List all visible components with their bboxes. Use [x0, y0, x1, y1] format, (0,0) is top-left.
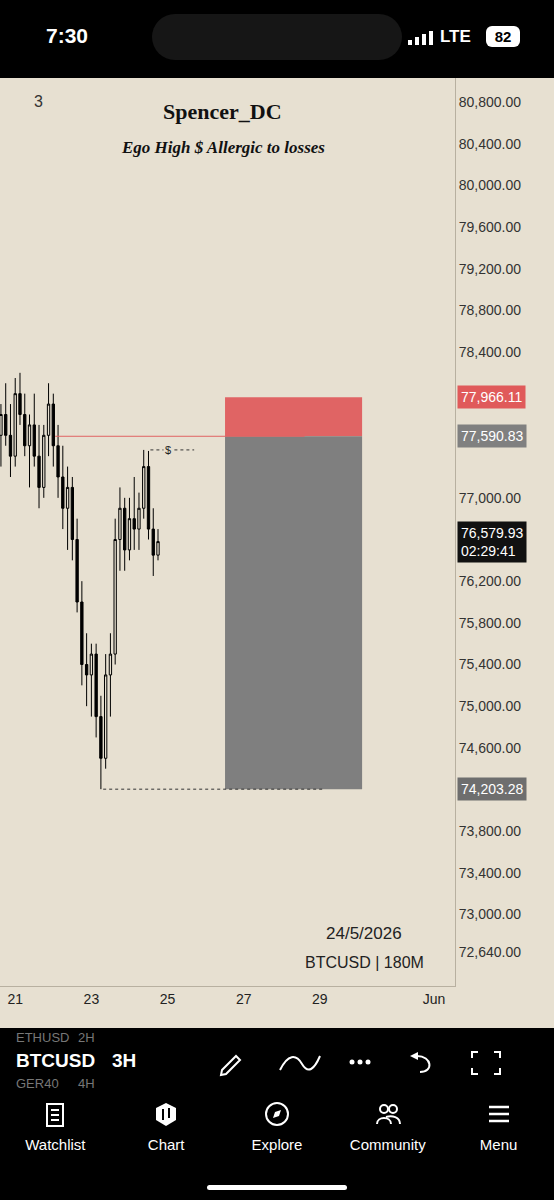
- svg-text:77,000.00: 77,000.00: [459, 490, 521, 506]
- svg-text:74,203.28: 74,203.28: [461, 781, 523, 797]
- svg-text:78,800.00: 78,800.00: [459, 302, 521, 318]
- svg-text:73,400.00: 73,400.00: [459, 865, 521, 881]
- svg-text:3: 3: [34, 93, 43, 110]
- svg-text:73,000.00: 73,000.00: [459, 906, 521, 922]
- svg-text:75,000.00: 75,000.00: [459, 698, 521, 714]
- html-text:GER40: GER40: [16, 1076, 59, 1091]
- svg-text:23: 23: [84, 991, 100, 1007]
- svg-text:72,640.00: 72,640.00: [459, 944, 521, 960]
- svg-text:Ego High $ Allergic to losses: Ego High $ Allergic to losses: [121, 138, 325, 157]
- svg-text:80,400.00: 80,400.00: [459, 136, 521, 152]
- html-text:LTE: LTE: [440, 27, 471, 46]
- svg-text:27: 27: [236, 991, 252, 1007]
- svg-text:21: 21: [7, 991, 23, 1007]
- html-text:4H: 4H: [78, 1076, 95, 1091]
- html-text:82: 82: [494, 28, 512, 45]
- html-text:Watchlist: Watchlist: [25, 1136, 86, 1153]
- svg-text:80,000.00: 80,000.00: [459, 177, 521, 193]
- svg-text:78,400.00: 78,400.00: [459, 344, 521, 360]
- svg-text:75,800.00: 75,800.00: [459, 615, 521, 631]
- svg-text:77,590.83: 77,590.83: [461, 428, 523, 444]
- svg-text:79,600.00: 79,600.00: [459, 219, 521, 235]
- svg-text:76,200.00: 76,200.00: [459, 573, 521, 589]
- svg-text:Spencer_DC: Spencer_DC: [163, 99, 282, 124]
- html-text:Chart: Chart: [147, 1136, 185, 1153]
- svg-text:24/5/2026: 24/5/2026: [326, 924, 402, 943]
- svg-text:79,200.00: 79,200.00: [459, 261, 521, 277]
- svg-text:74,600.00: 74,600.00: [459, 740, 521, 756]
- svg-text:76,579.9302:29:41: 76,579.9302:29:41: [461, 525, 523, 559]
- html-text:3H: 3H: [112, 1050, 137, 1071]
- svg-text:77,966.11: 77,966.11: [461, 389, 522, 405]
- svg-text:75,400.00: 75,400.00: [459, 656, 521, 672]
- html-text:2H: 2H: [78, 1030, 95, 1045]
- html-text:7:30: 7:30: [46, 24, 88, 47]
- html-text:Explore: Explore: [251, 1136, 303, 1153]
- html-text:Menu: Menu: [479, 1136, 518, 1153]
- svg-text:29: 29: [312, 991, 328, 1007]
- html-text:Community: Community: [349, 1136, 426, 1153]
- svg-text:$: $: [165, 444, 171, 456]
- svg-text:25: 25: [160, 991, 176, 1007]
- svg-text:BTCUSD | 180M: BTCUSD | 180M: [305, 954, 424, 971]
- html-text:ETHUSD: ETHUSD: [16, 1030, 70, 1045]
- svg-text:80,800.00: 80,800.00: [459, 94, 521, 110]
- html-text:BTCUSD: BTCUSD: [16, 1050, 96, 1071]
- svg-text:73,800.00: 73,800.00: [459, 823, 521, 839]
- svg-text:Jun: Jun: [423, 991, 446, 1007]
